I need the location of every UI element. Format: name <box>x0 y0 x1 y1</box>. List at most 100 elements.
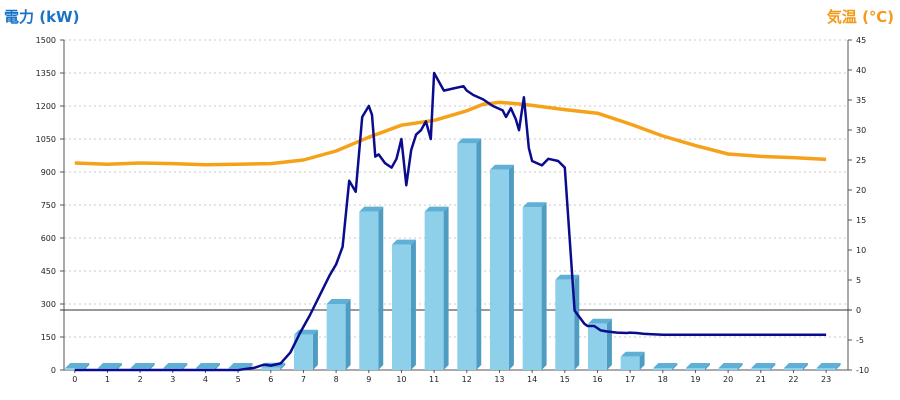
bar-top <box>783 363 808 368</box>
x-tick-label: 2 <box>138 375 143 384</box>
bar-side <box>541 202 547 370</box>
left-axis-title: 電力 (kW) <box>4 8 80 26</box>
right-tick-label: 15 <box>856 216 866 225</box>
x-tick-label: 3 <box>170 375 175 384</box>
bar-side <box>410 239 416 370</box>
bar <box>685 368 705 370</box>
left-tick-label: 1350 <box>36 69 56 78</box>
bar <box>653 368 673 370</box>
bar <box>783 368 803 370</box>
left-tick-label: 450 <box>41 267 56 276</box>
x-tick-label: 13 <box>494 375 504 384</box>
bar <box>424 211 444 370</box>
bar-top <box>65 363 90 368</box>
bar-side <box>508 164 514 370</box>
bar <box>718 368 738 370</box>
left-tick-label: 1500 <box>36 36 56 45</box>
x-tick-label: 10 <box>396 375 406 384</box>
left-tick-label: 900 <box>41 168 56 177</box>
x-tick-label: 14 <box>527 375 537 384</box>
right-tick-label: 10 <box>856 246 866 255</box>
bar-top <box>751 363 776 368</box>
power-series-line <box>74 71 827 372</box>
right-tick-label: 5 <box>856 276 861 285</box>
bar-top <box>718 363 743 368</box>
x-tick-label: 5 <box>236 375 241 384</box>
bar-top <box>653 363 678 368</box>
bar-side <box>280 362 286 370</box>
bar-top <box>620 351 645 357</box>
temperature-series-line <box>74 100 827 167</box>
x-tick-label: 12 <box>462 375 472 384</box>
bar-side <box>835 363 841 370</box>
bar-side <box>84 363 90 370</box>
bar <box>751 368 771 370</box>
x-tick-label: 15 <box>560 375 570 384</box>
right-tick-label: 30 <box>856 126 866 135</box>
bar <box>555 279 575 370</box>
right-tick-label: 20 <box>856 186 866 195</box>
bar-top <box>424 206 449 212</box>
left-tick-label: 300 <box>41 300 56 309</box>
bar <box>522 207 542 370</box>
x-tick-label: 0 <box>72 375 77 384</box>
left-tick-label: 600 <box>41 234 56 243</box>
bar-side <box>345 299 351 370</box>
bar-top <box>685 363 710 368</box>
x-tick-label: 19 <box>690 375 700 384</box>
bar-side <box>149 363 155 370</box>
bar-side <box>770 363 776 370</box>
bar <box>587 323 607 370</box>
right-tick-label: 0 <box>856 306 861 315</box>
x-tick-label: 17 <box>625 375 635 384</box>
bar-top <box>489 164 514 170</box>
left-tick-label: 1200 <box>36 102 56 111</box>
bar-side <box>802 363 808 370</box>
x-tick-label: 22 <box>788 375 798 384</box>
bar-side <box>639 351 645 370</box>
bar-top <box>391 239 416 245</box>
bar <box>261 367 281 370</box>
left-tick-label: 0 <box>51 366 56 375</box>
bar-side <box>443 206 449 370</box>
bar-top <box>816 363 841 368</box>
x-tick-label: 18 <box>658 375 668 384</box>
bar-top <box>130 363 155 368</box>
x-tick-label: 4 <box>203 375 208 384</box>
left-tick-label: 150 <box>41 333 56 342</box>
bar-top <box>228 363 253 368</box>
bar-top <box>163 363 188 368</box>
x-tick-label: 8 <box>334 375 339 384</box>
bar <box>620 356 640 370</box>
x-tick-label: 23 <box>821 375 831 384</box>
x-tick-label: 21 <box>756 375 766 384</box>
right-tick-label: 45 <box>856 36 866 45</box>
bar-side <box>606 318 612 370</box>
bar <box>391 244 411 370</box>
bar-side <box>312 329 318 370</box>
bar-top <box>326 299 351 304</box>
bar <box>359 211 379 370</box>
bar <box>489 169 509 370</box>
bar <box>457 143 477 370</box>
x-tick-label: 1 <box>105 375 110 384</box>
bar-side <box>737 363 743 370</box>
x-tick-label: 16 <box>592 375 602 384</box>
right-tick-label: -10 <box>856 366 869 375</box>
bar-side <box>704 363 710 370</box>
x-tick-label: 7 <box>301 375 306 384</box>
bar-top <box>522 202 547 208</box>
x-tick-label: 9 <box>366 375 371 384</box>
bar-side <box>182 363 188 370</box>
bar <box>326 304 346 370</box>
left-tick-label: 1050 <box>36 135 56 144</box>
left-tick-label: 750 <box>41 201 56 210</box>
bar-top <box>359 206 384 212</box>
bar <box>816 368 836 370</box>
bar-side <box>214 363 220 370</box>
right-tick-label: -5 <box>856 336 864 345</box>
right-tick-label: 40 <box>856 66 866 75</box>
right-tick-label: 25 <box>856 156 866 165</box>
bar-top <box>97 363 122 368</box>
